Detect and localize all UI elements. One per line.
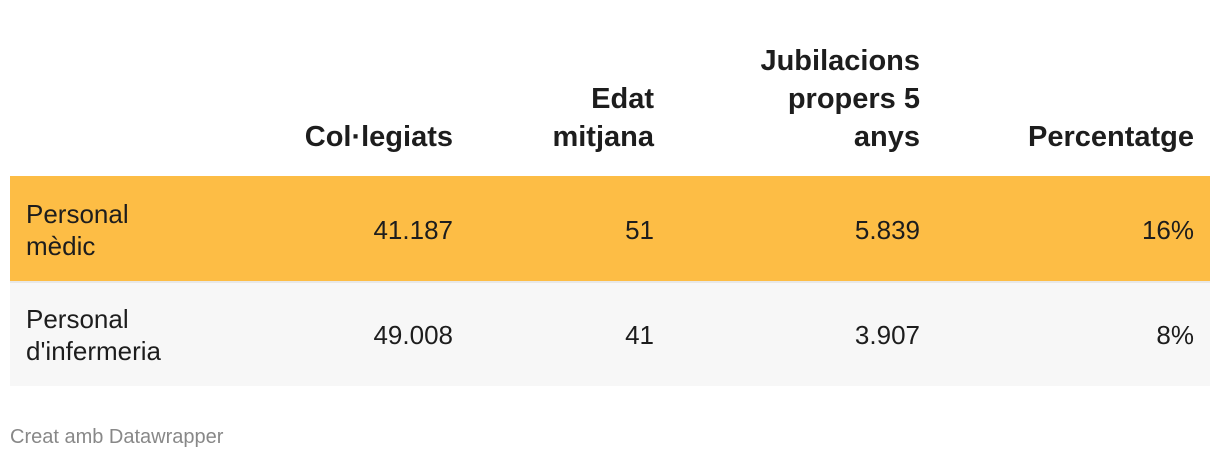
row-label-line-1: Personal: [26, 303, 129, 334]
table-header: Col·legiats Edat mitjana Jubilacions pro…: [10, 0, 1210, 176]
header-jubilacions[interactable]: Jubilacions propers 5 anys: [760, 42, 920, 156]
footer-credit[interactable]: Creat amb Datawrapper: [10, 426, 224, 448]
header-percentatge-line-1: Percentatge: [1027, 121, 1194, 153]
cell-edat: 41: [625, 319, 654, 350]
header-percentatge[interactable]: Percentatge: [1028, 118, 1194, 156]
header-collegiats[interactable]: Col·legiats: [305, 118, 453, 156]
cell-collegiats: 49.008: [373, 319, 453, 350]
cell-collegiats: 41.187: [373, 214, 453, 245]
header-collegiats-line-1: Col·legiats: [304, 121, 453, 153]
row-label: Personal mèdic: [26, 198, 246, 262]
header-edat-mitjana[interactable]: Edat mitjana: [552, 80, 654, 156]
row-label-line-1: Personal: [26, 198, 129, 229]
row-label-line-2: mèdic: [26, 230, 96, 261]
header-jubilacions-line-3: anys: [853, 121, 920, 153]
cell-percentatge: 8%: [1156, 319, 1194, 350]
header-edat-line-2: mitjana: [552, 121, 654, 153]
cell-percentatge: 16%: [1141, 214, 1194, 245]
cell-jubilacions: 5.839: [854, 214, 920, 245]
header-edat-line-1: Edat: [591, 83, 654, 115]
table-row-personal-infermeria: Personal d'infermeria 49.008 41 3.907 8%: [10, 281, 1210, 386]
header-jubilacions-line-2: propers 5: [787, 83, 920, 115]
header-jubilacions-line-1: Jubilacions: [760, 45, 920, 77]
data-table: Col·legiats Edat mitjana Jubilacions pro…: [10, 0, 1210, 386]
row-label: Personal d'infermeria: [26, 303, 246, 367]
cell-edat: 51: [625, 214, 654, 245]
row-label-line-2: d'infermeria: [26, 335, 162, 366]
cell-jubilacions: 3.907: [854, 319, 920, 350]
table-row-personal-medic: Personal mèdic 41.187 51 5.839 16%: [10, 176, 1210, 281]
